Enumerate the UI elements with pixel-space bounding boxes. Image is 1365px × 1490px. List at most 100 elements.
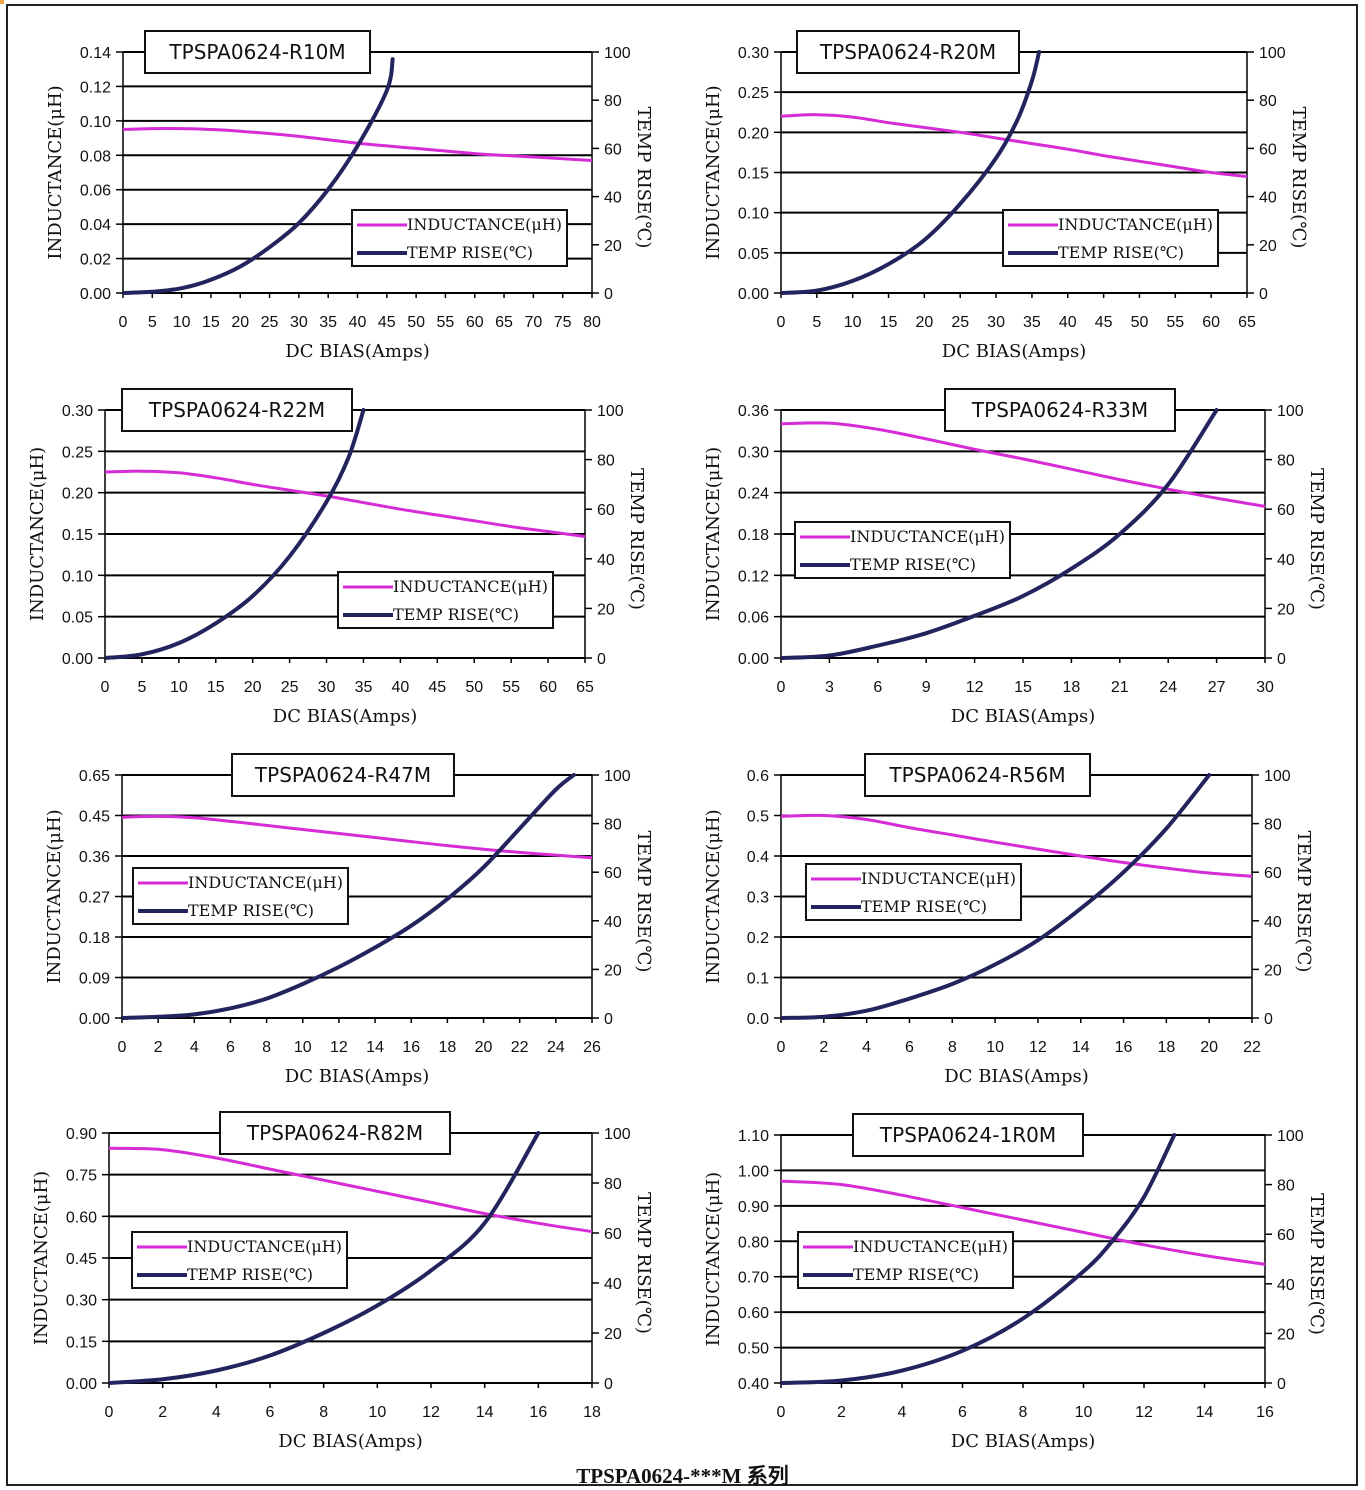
legend: INDUCTANCE(μH) TEMP RISE(℃) (131, 1231, 348, 1289)
x-tick-label: 8 (948, 1039, 957, 1056)
y-tick-label: 0.0 (747, 1011, 769, 1028)
inductance-line (123, 127, 592, 162)
x-tick-label: 40 (1059, 314, 1077, 331)
y2-tick-label: 0 (604, 1011, 613, 1028)
y-axis-label: INDUCTANCE(μH) (703, 85, 724, 259)
y2-tick-label: 60 (1277, 502, 1295, 519)
x-axis-label: DC BIAS(Amps) (285, 1066, 429, 1087)
y2-tick-label: 20 (604, 238, 622, 255)
y2-tick-label: 60 (604, 865, 622, 882)
x-tick-label: 70 (524, 314, 542, 331)
x-tick-label: 30 (987, 314, 1005, 331)
legend-box (337, 571, 554, 629)
x-tick-label: 9 (922, 679, 931, 696)
x-tick-label: 10 (170, 679, 188, 696)
y2-tick-label: 80 (604, 93, 622, 110)
chart-title-box (144, 30, 371, 74)
y-tick-label: 0.00 (62, 651, 93, 668)
x-tick-label: 16 (529, 1404, 547, 1421)
y-tick-label: 0.24 (738, 486, 769, 503)
chart-title: TPSPA0624-R10M (168, 40, 345, 64)
y2-tick-label: 100 (604, 45, 631, 62)
x-tick-label: 8 (1019, 1404, 1028, 1421)
y2-tick-label: 0 (1264, 1011, 1273, 1028)
y2-tick-label: 80 (597, 453, 615, 470)
x-tick-label: 30 (290, 314, 308, 331)
chart-title: TPSPA0624-R22M (148, 398, 325, 422)
x-tick-label: 14 (476, 1404, 494, 1421)
x-tick-label: 18 (1063, 679, 1081, 696)
y-tick-label: 0.1 (747, 971, 769, 988)
legend: INDUCTANCE(μH) TEMP RISE(℃) (1002, 209, 1219, 267)
legend: INDUCTANCE(μH) TEMP RISE(℃) (794, 521, 1011, 579)
y2-tick-label: 0 (1277, 1376, 1286, 1393)
x-tick-label: 4 (862, 1039, 871, 1056)
x-tick-label: 55 (437, 314, 455, 331)
legend-inductance-label: INDUCTANCE(μH) (861, 869, 1016, 888)
y2-axis-label: TEMP RISE(℃) (1288, 107, 1309, 249)
y-tick-label: 0.25 (738, 85, 769, 102)
x-tick-label: 2 (837, 1404, 846, 1421)
x-tick-label: 5 (148, 314, 157, 331)
chart-title-box (944, 388, 1176, 432)
x-axis-label: DC BIAS(Amps) (285, 341, 429, 362)
y-tick-label: 0.00 (80, 286, 111, 303)
legend-temp-rise-label: TEMP RISE(℃) (850, 555, 976, 574)
y2-tick-label: 80 (1277, 453, 1295, 470)
x-tick-label: 16 (402, 1039, 420, 1056)
chart-title-box (121, 388, 353, 432)
chart-2: 0.000.050.100.150.200.250.30020406080100… (703, 30, 1309, 362)
y-tick-label: 0.60 (738, 1305, 769, 1322)
chart-title: TPSPA0624-R82M (246, 1121, 423, 1145)
x-tick-label: 15 (1014, 679, 1032, 696)
legend-box (1002, 209, 1219, 267)
y-tick-label: 0.00 (738, 651, 769, 668)
y-tick-label: 0.36 (738, 403, 769, 420)
y-axis-label: INDUCTANCE(μH) (703, 1172, 724, 1346)
y-tick-label: 0.45 (79, 809, 110, 826)
y-tick-label: 0.2 (747, 930, 769, 947)
y2-tick-label: 60 (1259, 141, 1277, 158)
temp-rise-line (781, 773, 1212, 1020)
y2-tick-label: 60 (1264, 865, 1282, 882)
x-tick-label: 16 (1256, 1404, 1274, 1421)
y2-tick-label: 20 (604, 962, 622, 979)
x-tick-label: 15 (207, 679, 225, 696)
legend-box (794, 521, 1011, 579)
x-tick-label: 5 (812, 314, 821, 331)
legend-inductance-label: INDUCTANCE(μH) (850, 527, 1005, 546)
x-tick-label: 12 (1135, 1404, 1153, 1421)
y2-tick-label: 60 (604, 141, 622, 158)
legend: INDUCTANCE(μH) TEMP RISE(℃) (797, 1231, 1014, 1289)
temp-rise-line (123, 57, 395, 295)
x-tick-label: 60 (1202, 314, 1220, 331)
legend-inductance-label: INDUCTANCE(μH) (188, 873, 343, 892)
y2-tick-label: 40 (604, 914, 622, 931)
x-tick-label: 14 (366, 1039, 384, 1056)
legend-inductance-label: INDUCTANCE(μH) (187, 1237, 342, 1256)
chart-title: TPSPA0624-R20M (819, 40, 996, 64)
x-tick-label: 12 (1029, 1039, 1047, 1056)
chart-8: 0.400.500.600.700.800.901.001.1002040608… (703, 1113, 1327, 1452)
y-axis-label: INDUCTANCE(μH) (44, 809, 65, 983)
x-tick-label: 45 (378, 314, 396, 331)
y-tick-label: 0.45 (66, 1251, 97, 1268)
legend: INDUCTANCE(μH) TEMP RISE(℃) (132, 867, 349, 925)
y-tick-label: 0.30 (62, 403, 93, 420)
y-tick-label: 0.25 (62, 444, 93, 461)
y2-tick-label: 100 (1277, 403, 1304, 420)
y2-tick-label: 60 (604, 1226, 622, 1243)
x-tick-label: 3 (825, 679, 834, 696)
x-axis-label: DC BIAS(Amps) (951, 706, 1095, 727)
y-tick-label: 1.00 (738, 1163, 769, 1180)
y-tick-label: 0.14 (80, 45, 111, 62)
y2-tick-label: 100 (1259, 45, 1286, 62)
chart-title: TPSPA0624-R47M (254, 763, 431, 787)
y-tick-label: 0.02 (80, 252, 111, 269)
x-tick-label: 50 (465, 679, 483, 696)
x-tick-label: 14 (1072, 1039, 1090, 1056)
x-tick-label: 18 (438, 1039, 456, 1056)
x-tick-label: 10 (294, 1039, 312, 1056)
x-axis-label: DC BIAS(Amps) (942, 341, 1086, 362)
legend-box (351, 209, 568, 267)
